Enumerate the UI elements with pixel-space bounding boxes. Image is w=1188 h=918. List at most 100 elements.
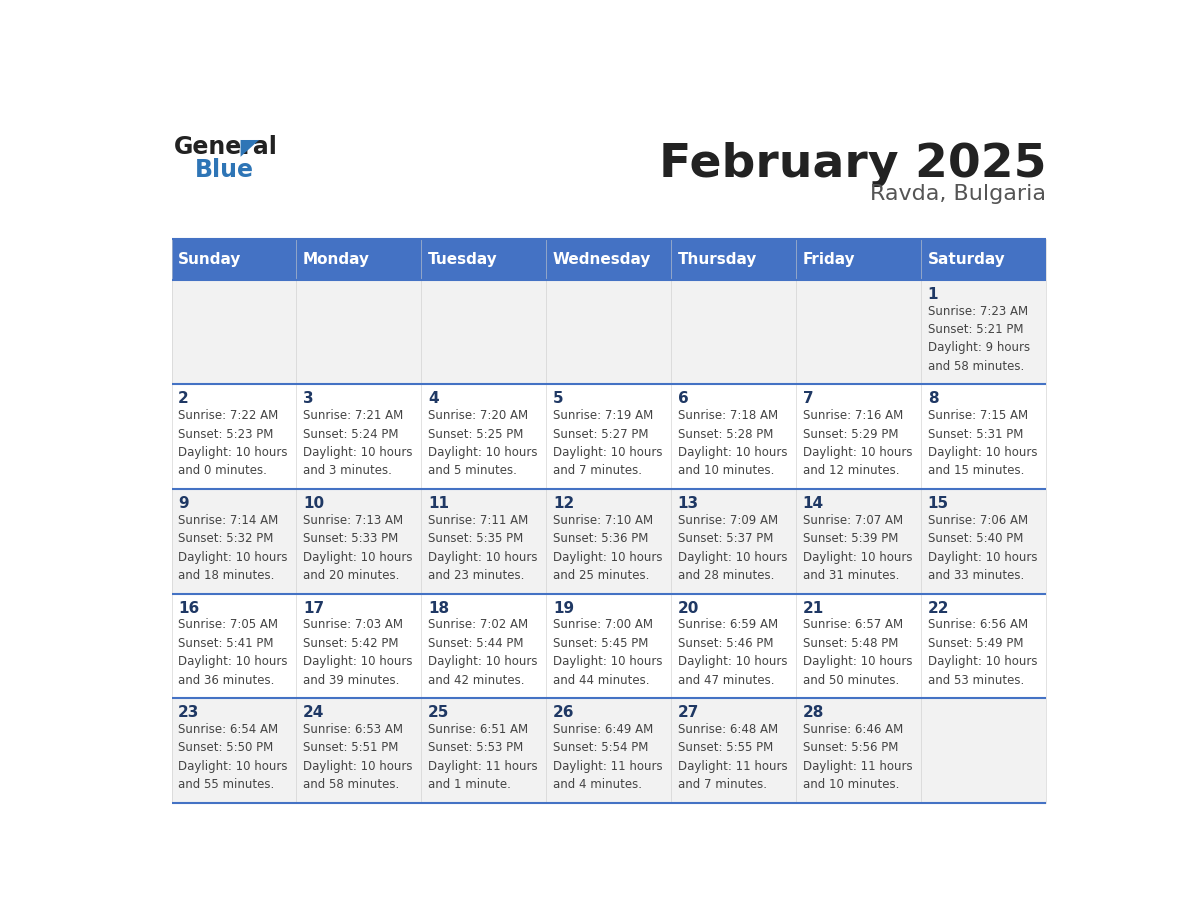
Bar: [422, 239, 546, 280]
Text: Sunrise: 7:22 AM: Sunrise: 7:22 AM: [178, 409, 278, 422]
Text: Sunset: 5:50 PM: Sunset: 5:50 PM: [178, 742, 273, 755]
Text: Ravda, Bulgaria: Ravda, Bulgaria: [870, 185, 1047, 205]
Text: and 50 minutes.: and 50 minutes.: [803, 674, 899, 687]
Text: Daylight: 10 hours: Daylight: 10 hours: [678, 551, 788, 564]
Text: Daylight: 11 hours: Daylight: 11 hours: [552, 760, 663, 773]
Bar: [546, 385, 671, 489]
Text: 18: 18: [428, 600, 449, 616]
Text: February 2025: February 2025: [658, 142, 1047, 187]
Bar: [796, 385, 921, 489]
Text: Sunrise: 7:09 AM: Sunrise: 7:09 AM: [678, 514, 778, 527]
Text: Sunset: 5:46 PM: Sunset: 5:46 PM: [678, 637, 773, 650]
Text: Daylight: 11 hours: Daylight: 11 hours: [428, 760, 537, 773]
Text: Sunset: 5:42 PM: Sunset: 5:42 PM: [303, 637, 398, 650]
Text: and 10 minutes.: and 10 minutes.: [678, 465, 775, 477]
Text: 10: 10: [303, 496, 324, 511]
Text: 14: 14: [803, 496, 823, 511]
Bar: [671, 239, 796, 280]
Text: Daylight: 10 hours: Daylight: 10 hours: [928, 446, 1037, 459]
Text: Sunset: 5:29 PM: Sunset: 5:29 PM: [803, 428, 898, 441]
Text: Sunrise: 6:57 AM: Sunrise: 6:57 AM: [803, 619, 903, 632]
Text: 20: 20: [678, 600, 700, 616]
Bar: [171, 594, 297, 699]
Bar: [671, 280, 796, 385]
Text: Thursday: Thursday: [678, 252, 757, 267]
Text: 12: 12: [552, 496, 574, 511]
Text: Daylight: 10 hours: Daylight: 10 hours: [178, 760, 287, 773]
Text: Daylight: 10 hours: Daylight: 10 hours: [803, 655, 912, 668]
Bar: [546, 280, 671, 385]
Text: Sunset: 5:37 PM: Sunset: 5:37 PM: [678, 532, 773, 545]
Text: Sunrise: 6:53 AM: Sunrise: 6:53 AM: [303, 723, 403, 736]
Text: and 58 minutes.: and 58 minutes.: [928, 360, 1024, 373]
Text: Sunrise: 7:23 AM: Sunrise: 7:23 AM: [928, 305, 1028, 318]
Text: 2: 2: [178, 391, 189, 407]
Bar: [921, 489, 1047, 594]
Text: Sunrise: 7:21 AM: Sunrise: 7:21 AM: [303, 409, 403, 422]
Text: and 15 minutes.: and 15 minutes.: [928, 465, 1024, 477]
Text: Daylight: 10 hours: Daylight: 10 hours: [428, 655, 537, 668]
Bar: [297, 385, 422, 489]
Text: 4: 4: [428, 391, 438, 407]
Text: and 39 minutes.: and 39 minutes.: [303, 674, 399, 687]
Text: Sunrise: 7:11 AM: Sunrise: 7:11 AM: [428, 514, 529, 527]
Bar: [422, 489, 546, 594]
Text: Sunset: 5:39 PM: Sunset: 5:39 PM: [803, 532, 898, 545]
Text: Sunrise: 7:13 AM: Sunrise: 7:13 AM: [303, 514, 403, 527]
Text: and 10 minutes.: and 10 minutes.: [803, 778, 899, 791]
Text: Sunset: 5:51 PM: Sunset: 5:51 PM: [303, 742, 398, 755]
Text: 22: 22: [928, 600, 949, 616]
Text: Daylight: 10 hours: Daylight: 10 hours: [303, 551, 412, 564]
Text: Tuesday: Tuesday: [428, 252, 498, 267]
Text: Friday: Friday: [803, 252, 855, 267]
Text: and 5 minutes.: and 5 minutes.: [428, 465, 517, 477]
Text: 5: 5: [552, 391, 563, 407]
Text: and 47 minutes.: and 47 minutes.: [678, 674, 775, 687]
Bar: [297, 489, 422, 594]
Text: Sunset: 5:49 PM: Sunset: 5:49 PM: [928, 637, 1023, 650]
Text: and 36 minutes.: and 36 minutes.: [178, 674, 274, 687]
Text: Sunrise: 7:02 AM: Sunrise: 7:02 AM: [428, 619, 527, 632]
Text: Sunrise: 6:48 AM: Sunrise: 6:48 AM: [678, 723, 778, 736]
Text: Daylight: 10 hours: Daylight: 10 hours: [428, 551, 537, 564]
Text: and 33 minutes.: and 33 minutes.: [928, 569, 1024, 582]
Bar: [671, 489, 796, 594]
Text: 21: 21: [803, 600, 824, 616]
Bar: [297, 594, 422, 699]
Text: Saturday: Saturday: [928, 252, 1005, 267]
Text: Sunset: 5:41 PM: Sunset: 5:41 PM: [178, 637, 273, 650]
Text: and 0 minutes.: and 0 minutes.: [178, 465, 267, 477]
Text: Sunset: 5:55 PM: Sunset: 5:55 PM: [678, 742, 773, 755]
Text: and 4 minutes.: and 4 minutes.: [552, 778, 642, 791]
Text: Daylight: 10 hours: Daylight: 10 hours: [178, 446, 287, 459]
Text: and 7 minutes.: and 7 minutes.: [552, 465, 642, 477]
Text: Daylight: 10 hours: Daylight: 10 hours: [303, 760, 412, 773]
Text: Sunset: 5:44 PM: Sunset: 5:44 PM: [428, 637, 524, 650]
Text: Daylight: 10 hours: Daylight: 10 hours: [552, 655, 663, 668]
Text: Sunset: 5:53 PM: Sunset: 5:53 PM: [428, 742, 523, 755]
Text: and 12 minutes.: and 12 minutes.: [803, 465, 899, 477]
Bar: [671, 594, 796, 699]
Text: Sunrise: 6:51 AM: Sunrise: 6:51 AM: [428, 723, 527, 736]
Bar: [171, 385, 297, 489]
Text: Sunrise: 7:05 AM: Sunrise: 7:05 AM: [178, 619, 278, 632]
Text: Sunset: 5:25 PM: Sunset: 5:25 PM: [428, 428, 523, 441]
Text: 17: 17: [303, 600, 324, 616]
Text: Daylight: 11 hours: Daylight: 11 hours: [678, 760, 788, 773]
Bar: [546, 699, 671, 803]
Bar: [796, 489, 921, 594]
Bar: [422, 385, 546, 489]
Text: and 28 minutes.: and 28 minutes.: [678, 569, 775, 582]
Text: Daylight: 10 hours: Daylight: 10 hours: [178, 551, 287, 564]
Bar: [297, 239, 422, 280]
Text: Sunrise: 7:20 AM: Sunrise: 7:20 AM: [428, 409, 527, 422]
Text: and 31 minutes.: and 31 minutes.: [803, 569, 899, 582]
Text: Sunrise: 7:18 AM: Sunrise: 7:18 AM: [678, 409, 778, 422]
Text: Sunset: 5:33 PM: Sunset: 5:33 PM: [303, 532, 398, 545]
Text: Sunrise: 6:54 AM: Sunrise: 6:54 AM: [178, 723, 278, 736]
Text: 13: 13: [678, 496, 699, 511]
Bar: [671, 385, 796, 489]
Bar: [546, 239, 671, 280]
Text: Daylight: 10 hours: Daylight: 10 hours: [803, 551, 912, 564]
Text: Sunset: 5:31 PM: Sunset: 5:31 PM: [928, 428, 1023, 441]
